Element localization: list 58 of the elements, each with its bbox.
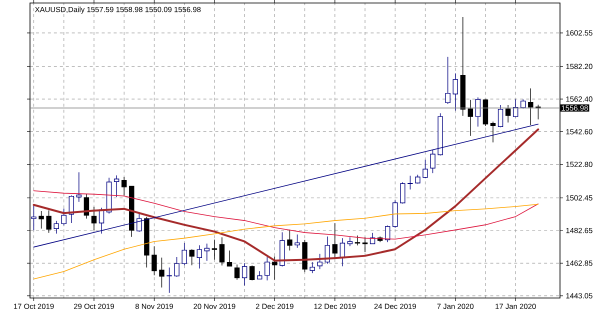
candlestick	[204, 243, 210, 262]
line-series	[33, 190, 539, 240]
candlestick	[31, 205, 36, 231]
candlestick	[490, 121, 496, 143]
candlestick	[430, 149, 436, 174]
candlestick	[498, 104, 504, 128]
candlestick	[354, 235, 360, 246]
candlestick	[46, 210, 52, 234]
candlestick	[257, 270, 262, 280]
candlestick	[196, 244, 202, 269]
candlestick	[415, 174, 420, 184]
candlestick	[212, 239, 218, 260]
candlestick	[136, 212, 142, 232]
candlestick	[340, 238, 346, 267]
candlestick	[226, 250, 232, 267]
candlestick	[362, 236, 368, 253]
candlestick	[460, 16, 466, 116]
candlestick	[520, 99, 526, 109]
candlestick	[347, 236, 353, 246]
candlestick	[294, 234, 300, 248]
candlestick	[166, 267, 172, 294]
line-series	[33, 204, 539, 280]
candlestick	[280, 232, 285, 267]
candlestick	[182, 242, 187, 266]
candlestick	[38, 210, 44, 229]
candlestick	[249, 265, 255, 281]
candlestick	[505, 104, 511, 123]
candlestick	[400, 182, 406, 204]
candlestick	[242, 262, 248, 286]
candlestick	[174, 256, 180, 278]
candlestick	[159, 257, 164, 288]
candlestick	[144, 216, 150, 268]
candlestick	[234, 264, 240, 280]
candlestick	[392, 200, 398, 228]
candlestick	[332, 222, 338, 260]
candlestick	[264, 256, 270, 281]
candlestick	[302, 239, 308, 272]
candlestick	[482, 99, 488, 126]
candlestick	[287, 229, 292, 251]
candlestick	[528, 88, 534, 126]
candlestick	[445, 56, 450, 104]
candlestick	[272, 256, 278, 280]
candlestick	[61, 208, 66, 226]
candlestick	[152, 246, 157, 276]
candlestick	[122, 176, 127, 196]
candlestick	[219, 236, 225, 266]
candlestick	[54, 220, 59, 234]
candlestick	[189, 248, 194, 266]
candlestick	[408, 175, 413, 190]
candlestick	[91, 206, 97, 231]
candlestick	[422, 159, 428, 178]
candlestick	[475, 97, 481, 127]
candlestick	[317, 253, 322, 270]
candlestick	[114, 175, 120, 198]
candlestick	[310, 262, 315, 274]
candlestick	[468, 100, 474, 136]
candlestick	[76, 172, 82, 202]
candlestick	[452, 73, 458, 111]
